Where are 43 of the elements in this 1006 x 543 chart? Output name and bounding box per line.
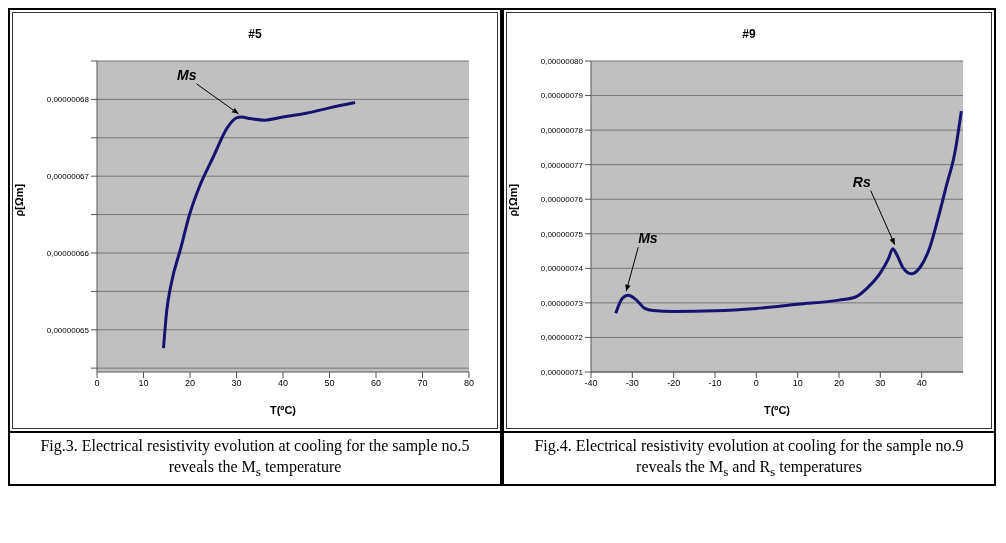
annotation: Rs bbox=[852, 173, 871, 190]
y-axis-title: ρ[Ωm] bbox=[506, 183, 519, 217]
x-tick-label: 50 bbox=[324, 378, 335, 389]
y-tick-label: 0,00000077 bbox=[540, 160, 584, 170]
annotation: Ms bbox=[177, 66, 197, 83]
x-tick-label: 0 bbox=[94, 378, 100, 389]
caption: Fig.3. Electrical resistivity evolution at cooling for the sample no.5 reveals the M$_{s}$ temperature bbox=[10, 431, 500, 485]
y-tick-label: 0,00000078 bbox=[540, 125, 584, 135]
chart-title: #5 bbox=[247, 26, 263, 43]
x-tick-label: 40 bbox=[916, 378, 927, 389]
x-tick-label: 80 bbox=[463, 378, 475, 389]
y-tick-label: 0,00000072 bbox=[540, 333, 584, 343]
y-tick-label: 0,00000074 bbox=[540, 264, 584, 274]
x-tick-label: 0 bbox=[753, 378, 759, 389]
x-tick-label: 20 bbox=[184, 378, 196, 389]
y-tick-label: 0,00000068 bbox=[46, 95, 90, 105]
y-tick-label: 0,00000065 bbox=[46, 325, 90, 335]
y-axis-title: ρ[Ωm] bbox=[12, 183, 25, 217]
x-axis-title: T(ºC) bbox=[269, 404, 297, 416]
chart-title: #9 bbox=[741, 26, 757, 43]
x-axis-title: T(ºC) bbox=[763, 404, 791, 416]
y-tick-label: 0,00000067 bbox=[46, 172, 90, 182]
annotation: Ms bbox=[638, 230, 658, 247]
x-tick-label: 30 bbox=[231, 378, 242, 389]
x-tick-label: -30 bbox=[625, 378, 639, 389]
x-tick-label: 60 bbox=[370, 378, 382, 389]
y-tick-label: 0,00000071 bbox=[540, 367, 584, 377]
x-tick-label: 70 bbox=[417, 378, 428, 389]
x-tick-label: 10 bbox=[792, 378, 803, 389]
y-tick-label: 0,00000080 bbox=[540, 56, 584, 66]
x-tick-label: 10 bbox=[138, 378, 149, 389]
y-tick-label: 0,00000073 bbox=[540, 298, 584, 308]
caption: Fig.4. Electrical resistivity evolution at cooling for the sample no.9 reveals the M$_{s}$ and R$_{s}$ temperatures bbox=[504, 431, 994, 485]
y-tick-label: 0,00000076 bbox=[540, 195, 584, 205]
y-tick-label: 0,00000075 bbox=[540, 229, 584, 239]
x-tick-label: -20 bbox=[667, 378, 681, 389]
x-tick-label: 40 bbox=[277, 378, 289, 389]
x-tick-label: -10 bbox=[708, 378, 722, 389]
y-tick-label: 0,00000079 bbox=[540, 91, 584, 101]
x-tick-label: -40 bbox=[584, 378, 598, 389]
y-tick-label: 0,00000066 bbox=[46, 248, 90, 258]
x-tick-label: 20 bbox=[833, 378, 845, 389]
x-tick-label: 30 bbox=[875, 378, 886, 389]
